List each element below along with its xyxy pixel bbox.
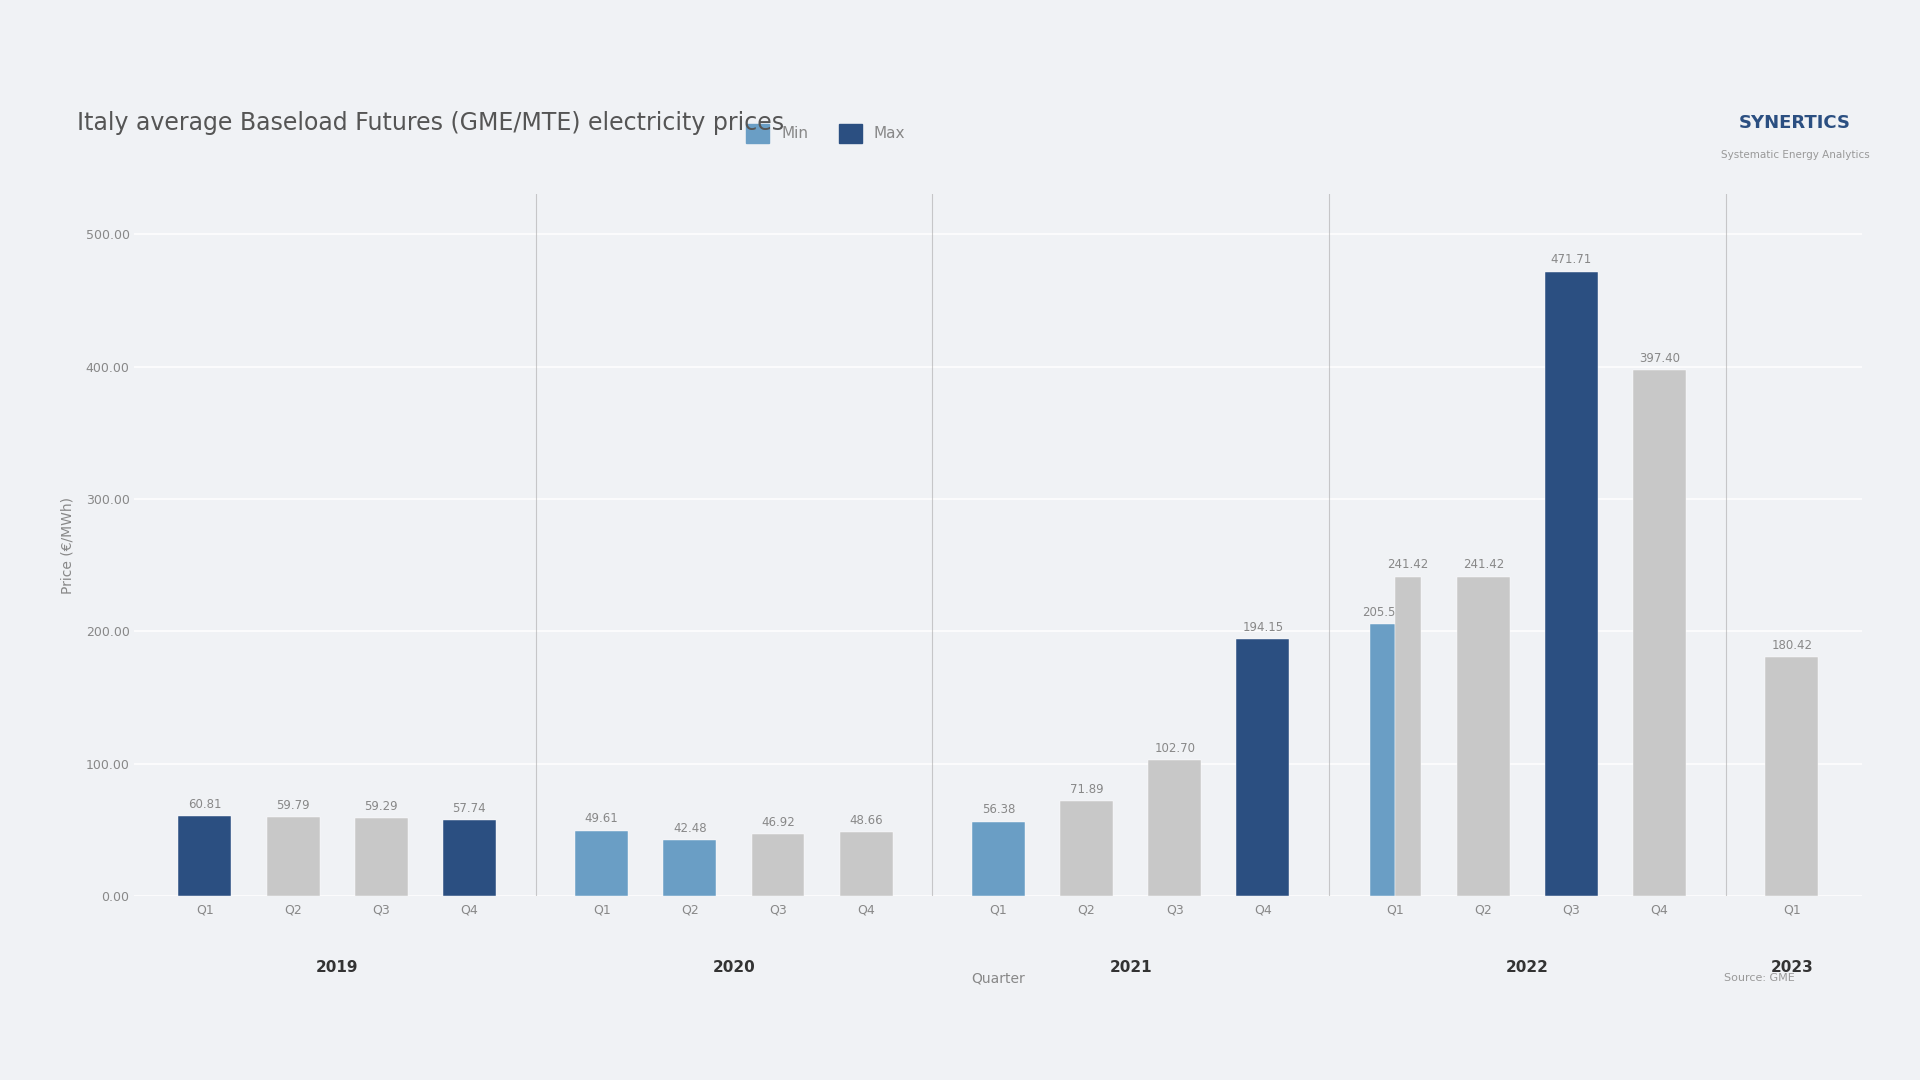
Text: 397.40: 397.40	[1640, 352, 1680, 365]
Text: 49.61: 49.61	[586, 812, 618, 825]
Text: 71.89: 71.89	[1069, 783, 1104, 796]
Text: 2023: 2023	[1770, 959, 1812, 974]
Bar	[1634, 370, 1686, 896]
Bar	[355, 818, 407, 896]
Text: 241.42: 241.42	[1388, 558, 1428, 571]
Text: 194.15: 194.15	[1242, 621, 1283, 634]
Text: 205.59: 205.59	[1361, 606, 1404, 619]
Bar	[1396, 577, 1421, 896]
Bar	[1369, 624, 1396, 896]
X-axis label: Quarter: Quarter	[972, 972, 1025, 986]
Text: 59.29: 59.29	[365, 799, 397, 812]
Text: 60.81: 60.81	[188, 797, 221, 811]
Text: 2022: 2022	[1505, 959, 1549, 974]
Y-axis label: Price (€/MWh): Price (€/MWh)	[60, 497, 75, 594]
Text: Source: GME: Source: GME	[1724, 973, 1795, 983]
Bar	[1764, 658, 1818, 896]
Text: 2020: 2020	[712, 959, 755, 974]
Text: 241.42: 241.42	[1463, 558, 1503, 571]
Bar	[1148, 760, 1202, 896]
Text: 2021: 2021	[1110, 959, 1152, 974]
Text: 2019: 2019	[317, 959, 359, 974]
Bar	[576, 831, 628, 896]
Bar	[972, 822, 1025, 896]
Text: 180.42: 180.42	[1772, 639, 1812, 652]
Text: 57.74: 57.74	[453, 801, 486, 814]
Legend: Min, Max: Min, Max	[739, 118, 912, 149]
Text: Italy average Baseload Futures (GME/MTE) electricity prices: Italy average Baseload Futures (GME/MTE)…	[77, 111, 783, 135]
Bar	[1457, 577, 1509, 896]
Text: 46.92: 46.92	[760, 816, 795, 829]
Text: 102.70: 102.70	[1154, 742, 1196, 755]
Bar	[179, 815, 232, 896]
Text: 48.66: 48.66	[849, 813, 883, 826]
Bar	[267, 818, 319, 896]
Bar	[1546, 271, 1597, 896]
Text: 56.38: 56.38	[981, 804, 1016, 816]
Text: SYNERTICS: SYNERTICS	[1740, 113, 1851, 132]
Text: 42.48: 42.48	[674, 822, 707, 835]
Bar	[751, 834, 804, 896]
Text: 471.71: 471.71	[1551, 254, 1592, 267]
Bar	[1060, 801, 1114, 896]
Bar	[444, 820, 495, 896]
Text: Systematic Energy Analytics: Systematic Energy Analytics	[1720, 150, 1870, 160]
Bar	[839, 832, 893, 896]
Bar	[664, 840, 716, 896]
Bar	[1236, 639, 1290, 896]
Text: 59.79: 59.79	[276, 799, 309, 812]
